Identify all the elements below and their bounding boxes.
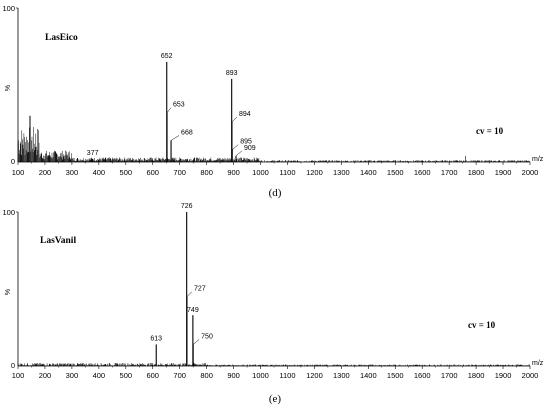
peak-label-909: 909 [244, 145, 256, 152]
spectrum-panel-d: 1000%100 200 300 400 500 600 700 800 900 1000 1100… [2, 4, 543, 199]
peak-label-613: 613 [150, 335, 162, 342]
x-tick-label: 700 [173, 168, 186, 177]
peak-leader-line [186, 291, 193, 297]
peak-label-893: 893 [226, 70, 238, 77]
x-tick-label: 1100 [279, 371, 295, 380]
x-tick-label: 1600 [414, 371, 431, 380]
peak-label-652: 652 [161, 53, 173, 60]
x-tick-label: 300 [66, 168, 79, 177]
x-tick-label: 1900 [495, 168, 512, 177]
peak-label-727: 727 [194, 286, 206, 293]
x-tick-label: 1300 [333, 168, 350, 177]
peak-leader-line [170, 135, 180, 141]
x-tick-label: 1400 [360, 371, 377, 380]
x-tick-label: 1600 [414, 168, 431, 177]
noise-trace [17, 362, 531, 366]
y-tick-label-zero: 0 [11, 361, 15, 370]
x-tick-label: 200 [39, 371, 52, 380]
x-tick-label: 900 [227, 168, 240, 177]
cv-annotation: cv = 10 [468, 320, 496, 330]
y-tick-label-top: 100 [2, 208, 15, 217]
spectrum-panel-e: 1000%100 200 300 400 500 600 700 800 900 1000 1100… [2, 203, 543, 405]
x-tick-label: 1000 [252, 371, 269, 380]
panel-label: (e) [269, 393, 282, 405]
peak-label-750: 750 [201, 333, 213, 340]
peak-label-726: 726 [181, 203, 193, 210]
peak-label-895: 895 [240, 139, 252, 146]
x-tick-label: 1200 [306, 371, 323, 380]
x-tick-label: 1700 [441, 371, 458, 380]
x-tick-label: 1000 [252, 168, 269, 177]
y-axis-label: % [5, 85, 12, 91]
peak-leader-line [232, 144, 239, 150]
peak-leader-line [231, 116, 238, 123]
x-tick-label: 600 [146, 371, 159, 380]
x-tick-label: 200 [39, 168, 52, 177]
x-tick-label: 1300 [333, 371, 350, 380]
peak-label-653: 653 [173, 102, 185, 109]
peak-label-377: 377 [87, 150, 99, 157]
panel-label: (d) [269, 187, 282, 199]
x-tick-label: 1700 [441, 168, 458, 177]
x-axis-label: m/z [532, 156, 544, 163]
x-tick-label: 600 [146, 168, 159, 177]
spectrum-title: LasVanil [40, 236, 76, 246]
x-tick-label: 100 [12, 371, 25, 380]
x-tick-label: 2000 [522, 168, 539, 177]
y-tick-label-top: 100 [2, 4, 15, 13]
x-tick-label: 1500 [387, 371, 404, 380]
spectrum-title: LasEico [45, 33, 78, 43]
peak-leader-line [192, 339, 200, 345]
x-tick-label: 800 [200, 168, 213, 177]
x-tick-label: 2000 [522, 371, 539, 380]
x-tick-label: 1400 [360, 168, 377, 177]
x-tick-label: 1500 [387, 168, 404, 177]
x-tick-label: 1800 [468, 168, 485, 177]
x-tick-label: 800 [200, 371, 213, 380]
peak-leader-line [235, 150, 243, 157]
x-tick-label: 900 [227, 371, 240, 380]
x-tick-label: 700 [173, 371, 186, 380]
x-tick-label: 500 [120, 371, 133, 380]
peak-label-668: 668 [181, 129, 193, 136]
x-axis-label: m/z [532, 360, 544, 367]
x-tick-label: 1900 [495, 371, 512, 380]
x-tick-label: 1200 [306, 168, 323, 177]
peak-label-749: 749 [187, 307, 199, 314]
x-tick-label: 300 [66, 371, 79, 380]
x-tick-label: 400 [93, 168, 106, 177]
x-tick-label: 100 [12, 168, 25, 177]
x-tick-label: 1800 [468, 371, 485, 380]
peak-label-894: 894 [239, 111, 251, 118]
x-tick-label: 400 [93, 371, 106, 380]
cv-annotation: cv = 10 [476, 126, 504, 136]
noise-trace [17, 115, 531, 162]
peak-leader-line [166, 107, 172, 113]
y-axis-label: % [5, 289, 12, 295]
y-tick-label-zero: 0 [11, 157, 15, 166]
x-tick-label: 1100 [279, 168, 295, 177]
x-tick-label: 500 [120, 168, 133, 177]
